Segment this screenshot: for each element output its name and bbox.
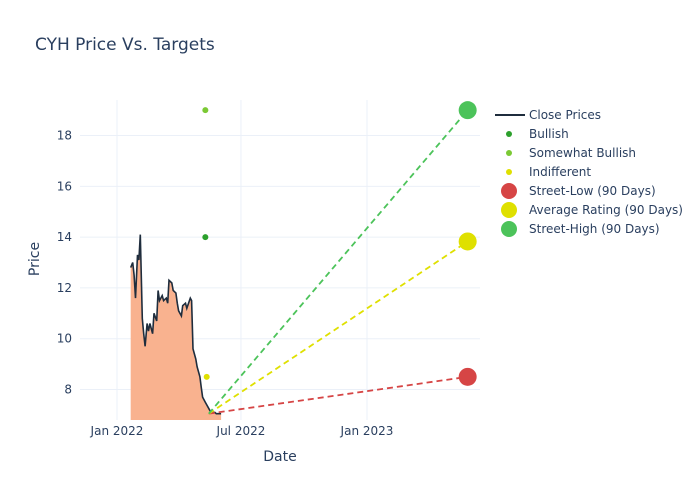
y-tick-label: 18 [57,129,72,143]
legend-label: Street-Low (90 Days) [529,184,656,198]
rating-point [202,107,209,114]
y-tick-label: 14 [57,230,72,244]
legend-label: Street-High (90 Days) [529,222,660,236]
price-lines [129,109,469,415]
x-axis-title: Date [263,449,296,465]
chart-title: CYH Price Vs. Targets [35,35,215,55]
x-tick-label: Jan 2022 [90,424,144,438]
legend-dot-swatch [501,183,517,199]
target-line [208,240,469,415]
legend-label: Somewhat Bullish [529,146,636,160]
target-line [208,375,468,415]
y-tick-label: 12 [57,281,72,295]
legend-label: Bullish [529,127,569,141]
legend-label: Average Rating (90 Days) [529,203,683,217]
legend-dot-swatch [506,131,512,137]
legend-label: Close Prices [529,108,601,122]
x-tick-label: Jan 2023 [340,424,394,438]
target-marker [458,232,477,251]
legend-dot-swatch [506,150,512,156]
legend[interactable]: Close Prices Bullish Somewhat Bullish Indif… [495,108,683,237]
y-tick-label: 8 [64,383,72,397]
y-axis-ticks: 8 10 12 14 16 18 [57,129,72,397]
y-tick-label: 10 [57,332,72,346]
target-marker [458,367,477,386]
legend-label: Indifferent [529,165,591,179]
x-tick-label: Jul 2022 [216,424,266,438]
target-line [208,109,469,415]
price-area [130,234,222,420]
legend-dot-swatch [501,202,517,218]
legend-dot-swatch [501,221,517,237]
x-axis-ticks: Jan 2022 Jul 2022 Jan 2023 [90,424,394,438]
target-marker [458,101,477,120]
y-axis-title: Price [27,242,43,276]
rating-point [202,234,209,241]
points [202,101,477,386]
y-tick-label: 16 [57,179,72,193]
legend-dot-swatch [506,169,512,175]
close-price-line [129,234,222,415]
close-price-area [130,234,222,420]
rating-point [203,373,210,380]
